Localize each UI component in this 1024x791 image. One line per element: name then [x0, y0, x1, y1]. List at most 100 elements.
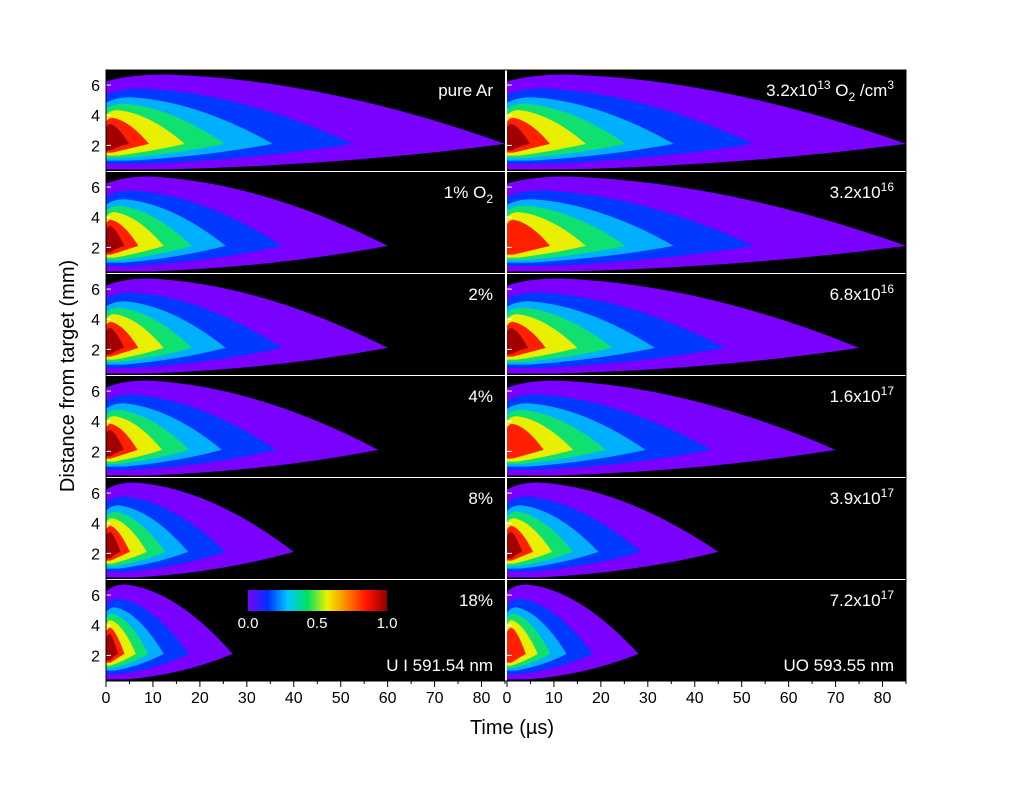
panel-label: 3.9x1017	[830, 486, 895, 508]
panel-1-0: 3.2x1013 O2 /cm3	[507, 70, 906, 171]
x-tick-label: 10	[144, 690, 162, 707]
y-tick-label: 2	[91, 648, 100, 665]
panel-0-4: 8% 2 4 6	[91, 478, 505, 579]
panel-0-3: 4% 2 4 6	[91, 376, 505, 477]
y-tick-label: 6	[91, 78, 100, 95]
colorbar-tick-2: 1.0	[377, 615, 398, 632]
panel-label-part: 6.8x10	[830, 285, 881, 304]
panel-0-0: pure Ar 2 4 6	[91, 70, 505, 171]
panel-label-part: 16	[881, 282, 895, 296]
plume-level-6	[106, 429, 124, 457]
colorbar-tick-1: 0.5	[307, 615, 328, 632]
plume-level-6	[507, 327, 529, 355]
panel-label-part: 17	[881, 384, 895, 398]
panel-label-part: 18%	[459, 591, 493, 610]
x-tick-label: 0	[503, 690, 512, 707]
panel-label-part: /cm	[855, 81, 887, 100]
x-tick-label: 70	[827, 690, 845, 707]
y-tick-label: 6	[91, 282, 100, 299]
x-tick-label: 80	[473, 690, 491, 707]
panel-label-part: 2%	[468, 285, 493, 304]
y-axis-title: Distance from target (mm)	[57, 260, 79, 492]
panel-label-part: 3.2x10	[830, 183, 881, 202]
x-axis-title: Time (µs)	[470, 717, 554, 739]
plume-level-5	[507, 423, 544, 459]
panel-label: 3.2x1016	[830, 180, 895, 202]
panel-label: 6.8x1016	[830, 282, 895, 304]
plume-level-6	[106, 531, 121, 559]
y-tick-label: 2	[91, 240, 100, 257]
panel-label-part: 7.2x10	[830, 591, 881, 610]
x-tick-label: 30	[238, 690, 256, 707]
panel-label-part: 16	[881, 180, 895, 194]
x-tick-label: 60	[379, 690, 397, 707]
panel-label-part: 8%	[468, 489, 493, 508]
panel-label-part: 1% O	[444, 183, 487, 202]
x-tick-label: 20	[191, 690, 209, 707]
x-tick-label: 50	[332, 690, 350, 707]
line-label: UO 593.55 nm	[783, 656, 894, 675]
panel-label: 2%	[468, 285, 493, 304]
plume-level-6	[106, 633, 119, 661]
panel-label: 1.6x1017	[830, 384, 895, 406]
x-tick-label: 0	[102, 690, 111, 707]
colorbar-gradient	[248, 590, 387, 611]
panel-label-part: 3	[887, 78, 894, 92]
panel-label-part: 1.6x10	[830, 387, 881, 406]
panel-label: 8%	[468, 489, 493, 508]
y-tick-label: 4	[91, 210, 100, 227]
x-tick-label: 80	[874, 690, 892, 707]
plot-frame	[105, 69, 907, 682]
x-tick-label: 30	[639, 690, 657, 707]
panel-label: pure Ar	[438, 81, 493, 100]
x-tick-label: 50	[733, 690, 751, 707]
y-tick-label: 2	[91, 138, 100, 155]
plume-level-6	[106, 123, 130, 151]
panel-label: 1% O2	[444, 183, 494, 206]
y-tick-label: 2	[91, 546, 100, 563]
plume-level-6	[106, 327, 125, 355]
y-tick-label: 6	[91, 180, 100, 197]
line-label: U I 591.54 nm	[386, 656, 493, 675]
x-tick-label: 10	[545, 690, 563, 707]
panel-1-2: 6.8x1016	[507, 274, 906, 375]
panel-1-4: 3.9x1017	[507, 478, 906, 579]
y-tick-label: 2	[91, 342, 100, 359]
panel-label-part: O	[831, 81, 849, 100]
panel-label: 4%	[468, 387, 493, 406]
y-tick-label: 2	[91, 444, 100, 461]
colorbar: 0.0 0.5 1.0	[238, 590, 398, 632]
x-tick-label: 40	[285, 690, 303, 707]
panel-label-part: 17	[881, 486, 895, 500]
y-tick-label: 6	[91, 588, 100, 605]
plume-level-5	[507, 627, 526, 663]
plume-level-5	[507, 219, 550, 255]
panel-1-3: 1.6x1017	[507, 376, 906, 477]
panel-label: 18%	[459, 591, 493, 610]
panel-label-part: 3.2x10	[766, 81, 817, 100]
plume-level-6	[507, 531, 523, 559]
panel-0-2: 2% 2 4 6	[91, 274, 505, 375]
y-tick-label: 4	[91, 618, 100, 635]
y-tick-label: 6	[91, 486, 100, 503]
x-tick-label: 40	[686, 690, 704, 707]
y-tick-label: 6	[91, 384, 100, 401]
y-tick-label: 4	[91, 108, 100, 125]
panel-label-part: 17	[881, 588, 895, 602]
panel-label: 3.2x1013 O2 /cm3	[766, 78, 894, 104]
x-tick-label: 60	[780, 690, 798, 707]
panel-1-5: 7.2x1017 UO 593.55 nm	[507, 580, 906, 681]
panel-label-part: pure Ar	[438, 81, 493, 100]
panel-label-part: 3.9x10	[830, 489, 881, 508]
panel-label: 7.2x1017	[830, 588, 895, 610]
panel-label-part: 2	[486, 192, 493, 206]
colorbar-tick-0: 0.0	[238, 615, 259, 632]
panel-label-part: 4%	[468, 387, 493, 406]
panel-1-1: 3.2x1016	[507, 172, 906, 273]
plume-level-6	[106, 225, 125, 253]
panel-label-part: 2	[849, 90, 856, 104]
y-tick-label: 4	[91, 312, 100, 329]
x-tick-label: 20	[592, 690, 610, 707]
